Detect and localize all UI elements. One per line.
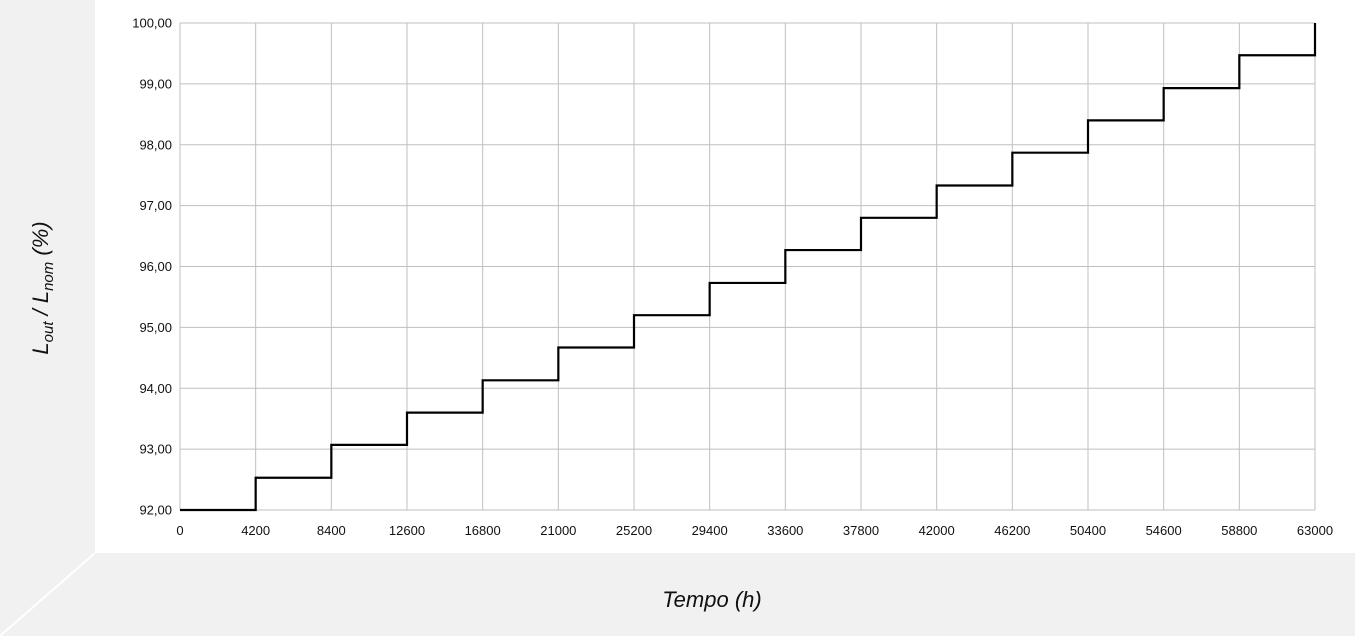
y-tick-label: 96,00 <box>139 259 172 274</box>
y-tick-labels: 92,00 93,00 94,00 95,00 96,00 97,00 98,00 99,00… <box>132 16 172 518</box>
y-axis-title-l2: L <box>28 291 53 303</box>
x-tick-label: 8400 <box>317 523 346 538</box>
x-tick-label: 42000 <box>919 523 955 538</box>
backdrop-corner-line <box>0 552 96 636</box>
y-tick-label: 100,00 <box>132 16 172 31</box>
y-axis-title-l1: L <box>28 342 53 354</box>
x-tick-label: 54600 <box>1146 523 1182 538</box>
y-tick-label: 98,00 <box>139 137 172 152</box>
x-tick-labels: 0 4200 8400 12600 16800 21000 25200 29400 33600 3… <box>176 523 1333 538</box>
x-tick-label: 25200 <box>616 523 652 538</box>
x-tick-label: 21000 <box>540 523 576 538</box>
x-tick-label: 33600 <box>767 523 803 538</box>
x-tick-label: 37800 <box>843 523 879 538</box>
y-tick-label: 95,00 <box>139 320 172 335</box>
y-tick-label: 93,00 <box>139 442 172 457</box>
backdrop-left-wall <box>0 0 95 636</box>
x-axis-title: Tempo (h) <box>662 587 761 612</box>
x-tick-label: 58800 <box>1221 523 1257 538</box>
y-tick-label: 94,00 <box>139 381 172 396</box>
y-tick-label: 99,00 <box>139 76 172 91</box>
series-line-step <box>180 23 1317 512</box>
x-tick-label: 12600 <box>389 523 425 538</box>
y-axis-title-sub1: out <box>40 321 57 343</box>
y-axis-title-sub2: nom <box>40 262 57 291</box>
x-tick-label: 4200 <box>241 523 270 538</box>
y-axis-title: Lout / Lnom (%) <box>28 221 57 354</box>
x-tick-label: 29400 <box>692 523 728 538</box>
x-tick-label: 63000 <box>1297 523 1333 538</box>
x-tick-label: 16800 <box>465 523 501 538</box>
series-group <box>179 22 1317 512</box>
horizontal-gridlines <box>180 22 1315 511</box>
x-tick-label: 0 <box>176 523 183 538</box>
y-tick-label: 92,00 <box>139 503 172 518</box>
y-axis-title-sep: / <box>28 303 53 321</box>
backdrop-floor <box>0 553 1355 636</box>
y-tick-label: 97,00 <box>139 198 172 213</box>
y-axis-title-unit: (%) <box>28 221 53 261</box>
x-tick-label: 50400 <box>1070 523 1106 538</box>
x-tick-label: 46200 <box>994 523 1030 538</box>
